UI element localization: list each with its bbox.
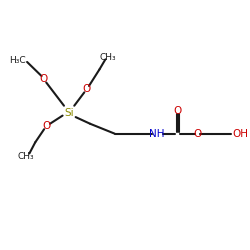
Text: NH: NH: [149, 129, 164, 139]
Text: OH: OH: [232, 129, 248, 139]
Text: O: O: [43, 121, 51, 131]
Text: CH₃: CH₃: [99, 52, 116, 62]
Text: H₃C: H₃C: [9, 56, 26, 65]
Text: O: O: [39, 74, 48, 84]
Text: O: O: [82, 84, 91, 94]
Text: O: O: [174, 106, 182, 117]
Text: CH₃: CH₃: [18, 152, 34, 161]
Text: O: O: [194, 129, 202, 139]
Text: Si: Si: [64, 108, 74, 118]
